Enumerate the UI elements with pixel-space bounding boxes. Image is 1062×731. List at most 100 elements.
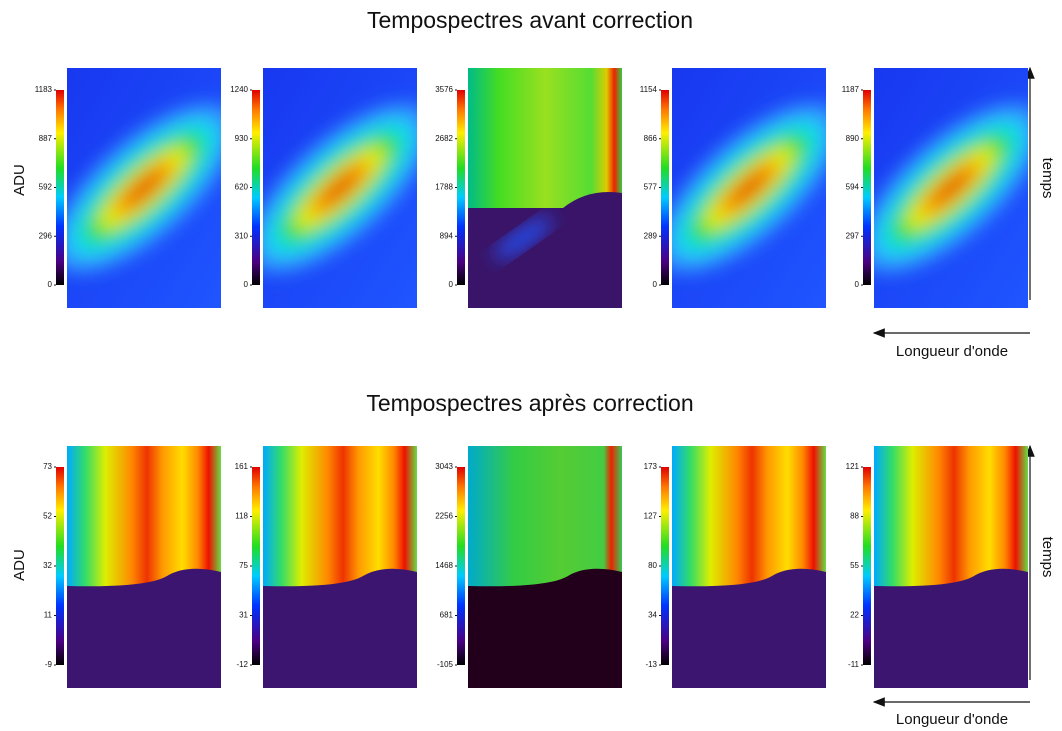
colorbar-tick-label: 2682 [435, 134, 453, 143]
saturated [468, 68, 622, 208]
colorbar-tick-label: 577 [644, 183, 658, 192]
colorbar-tick-label: 127 [644, 512, 658, 521]
colorbar [56, 90, 64, 285]
colorbar-tick-label: 88 [850, 512, 859, 521]
colorbar-tick-label: 22 [850, 611, 859, 620]
heatmap: -13 34 80 127 173 [644, 446, 826, 688]
colorbar-tick-label: 11 [44, 611, 53, 620]
colorbar [863, 90, 871, 285]
section-title: Tempospectres après correction [366, 390, 693, 416]
heatmap-image [468, 446, 622, 688]
heatmap: -12 31 75 118 161 [235, 446, 417, 688]
colorbar [863, 467, 871, 665]
content: Tempospectres avant correction ADU temps Lo… [11, 7, 1056, 728]
colorbar-tick-label: 52 [43, 512, 52, 521]
blob [263, 103, 417, 273]
colorbar-tick-label: -9 [45, 660, 53, 669]
heatmap: -9 11 32 52 73 [43, 446, 221, 688]
colorbar-tick-label: 894 [440, 231, 454, 240]
heatmap: 0 310 620 930 1240 [230, 68, 417, 308]
heatmap-image [672, 68, 826, 308]
colorbar-tick-label: 0 [48, 280, 53, 289]
colorbar-tick-label: 681 [440, 611, 454, 620]
blob-layer [730, 171, 768, 205]
heatmap-image [263, 68, 417, 308]
colorbar-tick-label: 296 [39, 231, 53, 240]
colorbar-tick-label: 887 [39, 134, 53, 143]
blob-layer [321, 171, 359, 205]
colorbar-tick-label: 34 [648, 611, 657, 620]
masked [672, 568, 826, 688]
colorbar-tick-label: 3043 [435, 462, 453, 471]
colorbar-tick-label: -12 [236, 660, 248, 669]
smear [493, 216, 553, 260]
colorbar-tick-label: 0 [855, 280, 860, 289]
colorbar-tick-label: 55 [850, 561, 859, 570]
heatmap-image [468, 68, 622, 308]
colorbar-tick-label: 1183 [35, 85, 53, 94]
colorbar [252, 90, 260, 285]
colorbar-tick-label: 1187 [842, 85, 860, 94]
colorbar-tick-label: 173 [644, 462, 658, 471]
masked [263, 568, 417, 688]
colorbar-tick-label: 75 [239, 561, 248, 570]
wavelength-label: Longueur d'onde [896, 711, 1008, 728]
colorbar-tick-label: -13 [645, 660, 657, 669]
colorbar-tick-label: -105 [437, 660, 454, 669]
colorbar [252, 467, 260, 665]
y-axis-label: ADU [11, 549, 28, 581]
colorbar [661, 467, 669, 665]
colorbar-tick-label: 1788 [435, 183, 453, 192]
heatmap-image [874, 68, 1028, 308]
colorbar-tick-label: 3576 [435, 85, 453, 94]
colorbar-tick-label: 2256 [435, 512, 453, 521]
colorbar-tick-label: 73 [43, 462, 52, 471]
colorbar-tick-label: 297 [846, 231, 860, 240]
time-label: temps [1039, 537, 1056, 578]
time-label: temps [1039, 158, 1056, 199]
colorbar-tick-label: 866 [644, 134, 658, 143]
wavelength-label: Longueur d'onde [896, 343, 1008, 360]
heatmap: 0 894 1788 2682 3576 [435, 68, 622, 308]
heatmap: -11 22 55 88 121 [846, 446, 1028, 688]
heatmap: 0 297 594 890 1187 [842, 68, 1028, 308]
heatmap: 0 296 592 887 1183 [35, 68, 221, 308]
colorbar-tick-label: 0 [653, 280, 658, 289]
colorbar-tick-label: 1468 [435, 561, 453, 570]
colorbar-tick-label: 1154 [640, 85, 658, 94]
masked [468, 568, 622, 688]
colorbar-tick-label: 620 [235, 183, 249, 192]
colorbar-tick-label: 592 [39, 183, 53, 192]
heatmap-image [874, 446, 1028, 688]
colorbar-tick-label: 118 [235, 512, 248, 521]
colorbar-tick-label: -11 [848, 660, 860, 669]
colorbar-tick-label: 0 [244, 280, 249, 289]
colorbar-tick-label: 289 [644, 231, 658, 240]
heatmap-image [67, 446, 221, 688]
colorbar-tick-label: 31 [239, 611, 248, 620]
masked [874, 568, 1028, 688]
colorbar [56, 467, 64, 665]
y-axis-label: ADU [11, 164, 28, 196]
blob-layer [932, 171, 970, 205]
heatmap: -105 681 1468 2256 3043 [435, 446, 622, 688]
heatmap-image [67, 68, 221, 308]
blob [874, 103, 1028, 273]
colorbar-tick-label: 121 [846, 462, 860, 471]
colorbar-tick-label: 1240 [230, 85, 248, 94]
colorbar-tick-label: 161 [235, 462, 249, 471]
colorbar-tick-label: 890 [846, 134, 860, 143]
blob-layer [125, 171, 163, 205]
masked [67, 568, 221, 688]
heatmap-image [672, 446, 826, 688]
colorbar [457, 467, 465, 665]
colorbar [457, 90, 465, 285]
colorbar [661, 90, 669, 285]
colorbar-tick-label: 0 [449, 280, 454, 289]
blob [67, 103, 221, 273]
heatmap-image [263, 446, 417, 688]
colorbar-tick-label: 594 [846, 183, 860, 192]
colorbar-tick-label: 80 [648, 561, 657, 570]
colorbar-tick-label: 310 [235, 231, 249, 240]
